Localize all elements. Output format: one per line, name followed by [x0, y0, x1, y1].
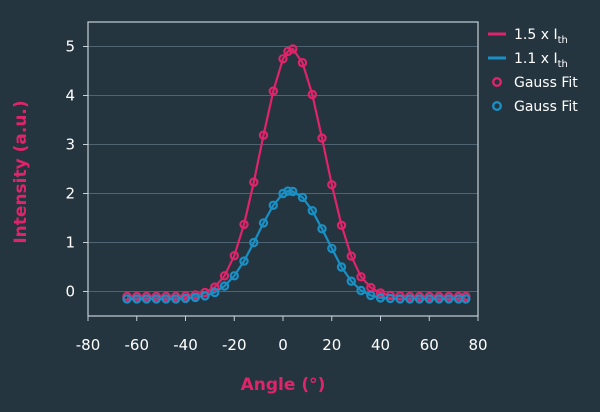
gauss-fit-point	[288, 44, 298, 54]
gauss-fit-point	[461, 294, 471, 304]
legend: 1.5 x Ith 1.1 x Ith Gauss Fit Gauss Fit	[488, 27, 578, 115]
x-tick-label: -60	[125, 336, 150, 354]
gauss-fit-point	[258, 218, 269, 228]
x-tick-label: 60	[420, 336, 439, 354]
gauss-fit-point	[141, 294, 152, 304]
gauss-fit-point	[219, 281, 230, 291]
y-tick-label: 4	[65, 87, 75, 105]
gauss-fit-markers-2	[122, 186, 471, 304]
gauss-fit-point	[424, 294, 434, 304]
x-tick-label: -20	[222, 336, 247, 354]
gauss-fit-point	[200, 287, 210, 298]
gauss-fit-point	[288, 186, 298, 197]
gauss-fit-point	[200, 291, 210, 301]
gauss-fit-point	[268, 86, 278, 96]
gauss-fit-point	[122, 294, 132, 304]
gauss-fit-point	[132, 294, 142, 304]
legend-label: 1.1 x Ith	[514, 51, 568, 70]
gauss-fit-point	[210, 287, 220, 298]
gauss-fit-point	[161, 294, 171, 304]
gauss-fit-point	[239, 256, 249, 266]
gauss-fit-point	[283, 186, 293, 196]
gauss-fit-point	[249, 237, 259, 248]
gauss-fit-point	[375, 293, 386, 303]
gauss-fit-point	[414, 294, 425, 304]
gauss-fit-point	[210, 282, 220, 292]
y-tick-label: 2	[65, 185, 75, 203]
legend-label: Gauss Fit	[514, 99, 578, 115]
gauss-fit-point	[366, 290, 376, 301]
legend-label: Gauss Fit	[514, 75, 578, 91]
x-tick-label: 40	[371, 336, 390, 354]
x-tick-label: 20	[322, 336, 341, 354]
plot-series	[122, 44, 471, 304]
gauss-fit-point	[239, 219, 249, 230]
gauss-fit-point	[444, 294, 454, 304]
gauss-fit-point	[346, 251, 356, 261]
gauss-fit-point	[336, 262, 347, 272]
y-tick-label: 1	[65, 234, 75, 252]
y-axis-title: Intensity (a.u.)	[11, 100, 31, 243]
gauss-fit-point	[278, 54, 288, 64]
gauss-fit-point	[356, 285, 366, 296]
gauss-fit-point	[180, 293, 191, 304]
gauss-fit-point	[190, 292, 200, 303]
gauss-fit-point	[297, 192, 308, 203]
gauss-fit-point	[317, 224, 327, 234]
gauss-fit-point	[336, 220, 347, 230]
gauss-fit-point	[249, 177, 259, 187]
gauss-fit-point	[307, 205, 317, 216]
gauss-fit-point	[346, 276, 356, 286]
gauss-fit-point	[405, 294, 415, 304]
gauss-fit-point	[327, 179, 337, 190]
gauss-fit-point	[297, 58, 308, 68]
gauss-fit-point	[151, 294, 161, 304]
x-tick-label: 0	[278, 336, 288, 354]
gauss-fit-point	[317, 133, 327, 143]
x-tick-label: -40	[173, 336, 198, 354]
legend-marker-swatch	[492, 100, 503, 111]
gauss-fit-point	[385, 293, 395, 304]
legend-label: 1.5 x Ith	[514, 27, 568, 46]
y-tick-label: 0	[65, 283, 75, 301]
gauss-fit-point	[268, 200, 278, 210]
gauss-fit-point	[327, 243, 337, 254]
y-tick-label: 5	[65, 38, 75, 56]
legend-marker-swatch	[492, 76, 503, 87]
gauss-fit-point	[258, 130, 269, 140]
x-tick-label: -80	[76, 336, 101, 354]
gauss-fit-point	[375, 288, 386, 298]
gauss-fit-point	[395, 294, 405, 304]
gauss-fit-point	[229, 250, 239, 261]
x-tick-label: 80	[468, 336, 487, 354]
gauss-fit-point	[219, 271, 230, 281]
gauss-fit-point	[171, 294, 181, 304]
y-tick-label: 3	[65, 136, 75, 154]
x-axis-title: Angle (°)	[241, 375, 326, 395]
axis-ticks: 0 1 2 3 4 5 -80 -60 -40 -20 0 20 40 60 80	[65, 38, 487, 355]
gauss-fit-point	[307, 89, 317, 100]
gauss-fit-point	[356, 272, 366, 282]
gauss-fit-point	[229, 271, 239, 281]
gauss-fit-point	[434, 294, 444, 304]
